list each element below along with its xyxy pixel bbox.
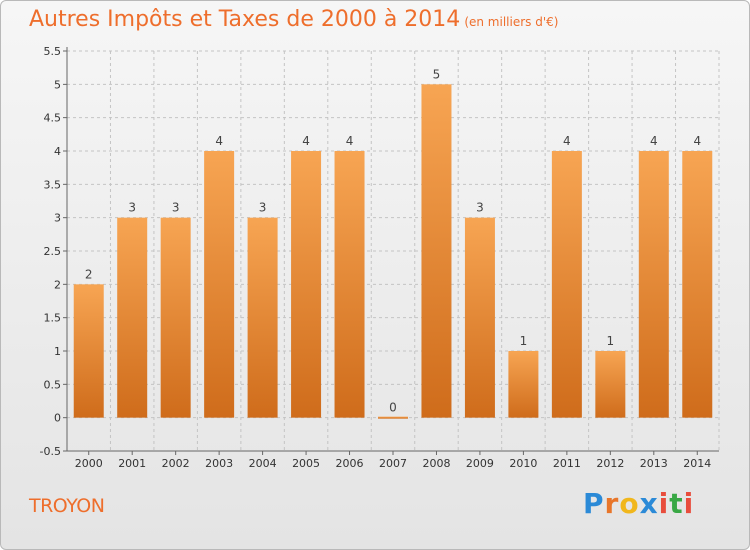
bar-2013[interactable]: [638, 151, 669, 418]
x-tick-label: 2009: [466, 457, 494, 470]
proxiti-logo[interactable]: Proxiti: [583, 487, 694, 520]
logo-letter: t: [669, 487, 684, 520]
bar-2005[interactable]: [291, 151, 322, 418]
data-label-2012: 1: [607, 334, 615, 348]
bar-2010[interactable]: [508, 351, 539, 418]
data-label-2001: 3: [128, 201, 136, 215]
bar-2002[interactable]: [160, 217, 191, 418]
x-tick-label: 2006: [336, 457, 364, 470]
data-label-2007: 0: [389, 401, 397, 415]
y-tick-label: 1.5: [44, 312, 62, 325]
bar-2003[interactable]: [204, 151, 235, 418]
logo-letter: x: [639, 487, 659, 520]
x-tick-label: 2001: [118, 457, 146, 470]
y-tick-label: 1: [54, 345, 61, 358]
data-label-2010: 1: [520, 334, 528, 348]
bar-2009[interactable]: [464, 217, 495, 418]
logo-letter: o: [619, 487, 640, 520]
logo-letter: P: [583, 487, 605, 520]
chart-subtitle: (en milliers d'€): [464, 15, 559, 29]
data-label-2014: 4: [693, 134, 701, 148]
y-tick-label: 0.5: [44, 378, 62, 391]
bar-2011[interactable]: [551, 151, 582, 418]
bar-2012[interactable]: [595, 351, 626, 418]
x-tick-label: 2014: [683, 457, 711, 470]
bar-2006[interactable]: [334, 151, 365, 418]
y-tick-label: 4.5: [44, 112, 62, 125]
data-label-2006: 4: [346, 134, 354, 148]
data-label-2008: 5: [433, 67, 441, 81]
label-layer: 2 3 3 4 3 4 4 0 5 3 1 4 1 4 4: [85, 67, 701, 414]
x-tick-label: 2004: [249, 457, 277, 470]
y-tick-label: 5.5: [44, 45, 62, 58]
bar-layer: [73, 84, 713, 419]
data-label-2013: 4: [650, 134, 658, 148]
bar-2001[interactable]: [117, 217, 148, 418]
y-tick-label: 5: [54, 78, 61, 91]
bar-2014[interactable]: [682, 151, 713, 418]
chart-title: Autres Impôts et Taxes de 2000 à 2014 (en…: [29, 7, 558, 32]
x-tick-label: 2003: [205, 457, 233, 470]
x-tick-label: 2012: [596, 457, 624, 470]
chart-title-text: Autres Impôts et Taxes de 2000 à 2014: [29, 7, 461, 32]
bar-2008[interactable]: [421, 84, 452, 418]
x-tick-label: 2010: [509, 457, 537, 470]
y-tick-label: -0.5: [40, 445, 61, 458]
y-tick-label: 3.5: [44, 178, 62, 191]
x-tick-label: 2002: [162, 457, 190, 470]
x-tick-label: 2000: [75, 457, 103, 470]
y-tick-label: 0: [54, 412, 61, 425]
data-label-2000: 2: [85, 267, 93, 281]
data-label-2002: 3: [172, 201, 180, 215]
y-tick-label: 2.5: [44, 245, 62, 258]
data-label-2004: 3: [259, 201, 267, 215]
y-tick-label: 3: [54, 212, 61, 225]
logo-letter: i: [683, 487, 695, 520]
x-tick-label: 2011: [553, 457, 581, 470]
x-tick-label: 2007: [379, 457, 407, 470]
bar-2000[interactable]: [73, 284, 104, 418]
logo-letter: r: [604, 487, 620, 520]
commune-name: TROYON: [29, 495, 105, 517]
bar-2007[interactable]: [378, 416, 408, 419]
x-tick-label: 2005: [292, 457, 320, 470]
y-tick-label: 4: [54, 145, 61, 158]
logo-letter: i: [658, 487, 670, 520]
data-label-2005: 4: [302, 134, 310, 148]
data-label-2009: 3: [476, 201, 484, 215]
y-tick-label: 2: [54, 278, 61, 291]
x-tick-label: 2013: [640, 457, 668, 470]
axis-layer: -0.5 0 0.5 1 1.5 2 2.5 3 3.5 4 4.5 5 5.5 2000 2001 2002…: [40, 45, 719, 470]
bar-2004[interactable]: [247, 217, 278, 418]
x-tick-label: 2008: [422, 457, 450, 470]
data-label-2011: 4: [563, 134, 571, 148]
data-label-2003: 4: [215, 134, 223, 148]
